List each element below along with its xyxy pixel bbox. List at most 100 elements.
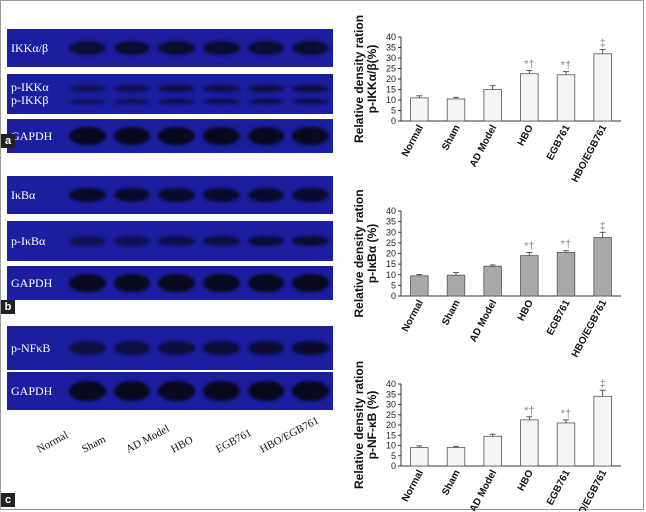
blot-row-label: GAPDH [11,383,53,398]
significance-mark: ‡ [600,378,606,390]
significance-mark: *† [561,408,571,420]
x-tick-label: HBO [516,123,536,148]
blot-band [113,341,151,355]
blot-band [203,341,240,355]
significance-mark: *† [524,405,534,417]
blot-band [247,236,285,246]
blot-row-label: GAPDH [11,128,53,143]
blot-row-label: p-IKKα p-IKKβ [11,80,49,107]
blot-band [247,41,285,55]
y-tick-label: 35 [386,389,396,399]
blot-band [292,236,329,246]
y-axis-subtitle: p-IκBα (%) [365,224,379,283]
blot-band [292,41,329,55]
bar [446,447,466,467]
blot-band [69,380,106,402]
y-tick-label: 30 [386,53,396,63]
blot-band [203,236,240,246]
y-tick-label: 35 [386,217,396,227]
blot-band [203,98,240,104]
x-tick-label: Normal [400,298,426,334]
y-tick-label: 15 [386,85,396,95]
blot-band [113,236,151,246]
blot-band [69,98,106,104]
x-tick-label: HBO/EGB761 [570,298,610,359]
x-tick-label: HBO [516,298,536,323]
blot-band [158,341,195,355]
blot-band [292,85,329,92]
y-tick-label: 0 [391,461,396,471]
y-tick-label: 30 [386,400,396,410]
panel-letter: b [1,300,15,314]
bar [520,255,539,297]
blot-band [247,98,285,104]
blot-band [203,273,240,293]
blot-band [247,126,285,146]
blot-band [113,98,151,104]
blot-band [247,187,285,203]
blot-row-label: GAPDH [11,275,53,290]
blot-band [158,236,195,246]
bar [410,275,429,297]
x-tick-label: HBO/EGB761 [570,468,610,511]
blot-band [69,341,106,355]
y-tick-label: 40 [386,379,396,389]
blot-band [113,85,151,92]
bar [446,98,466,122]
blot-band [158,126,195,146]
blot-row [7,74,333,114]
x-tick-label: AD Model [468,468,499,511]
bar [483,89,502,122]
blot-band [247,273,285,293]
blot-band [292,341,329,355]
blot-band [203,126,240,146]
blot-band [247,85,285,92]
x-tick-label: Sham [440,468,463,497]
bar [593,53,612,122]
y-tick-label: 35 [386,43,396,53]
significance-mark: *† [561,60,571,72]
bar [593,237,612,297]
blot-band [158,380,195,402]
panel-letter: a [1,134,15,148]
y-tick-label: 10 [386,270,396,280]
y-tick-label: 30 [386,227,396,237]
blot-band [69,273,106,293]
bar [483,435,502,467]
y-axis-title: Relative density ration [352,361,366,489]
blot-band [113,126,151,146]
blot-row-label: p-IκBα [11,233,46,248]
y-tick-label: 10 [386,441,396,451]
blot-band [69,236,106,246]
blot-row-label: IKKα/β [11,40,49,55]
x-tick-label: Sham [440,298,463,327]
blot-band [69,41,106,55]
y-tick-label: 40 [386,206,396,216]
y-tick-label: 25 [386,410,396,420]
y-axis-subtitle: p-IKKα/β(%) [365,45,379,114]
blot-band [158,273,195,293]
blot-row-label: p-NFκB [11,340,51,355]
y-tick-label: 5 [391,451,396,461]
y-tick-label: 20 [386,74,396,84]
y-axis-title: Relative density ration [352,15,366,143]
bar [520,73,539,122]
blot-band [113,273,151,293]
y-axis-title: Relative density ration [352,189,366,317]
significance-mark: *† [561,239,571,251]
blot-row-label: IκBα [11,187,36,202]
y-tick-label: 25 [386,238,396,248]
blot-band [113,187,151,203]
blot-band [292,273,329,293]
bar [446,274,466,297]
blot-band [113,380,151,402]
y-tick-label: 20 [386,420,396,430]
blot-band [292,98,329,104]
bar [593,395,612,467]
bar [410,447,429,467]
blot-band [247,380,285,402]
y-tick-label: 15 [386,259,396,269]
y-axis-subtitle: p-NF-κB (%) [365,391,379,460]
